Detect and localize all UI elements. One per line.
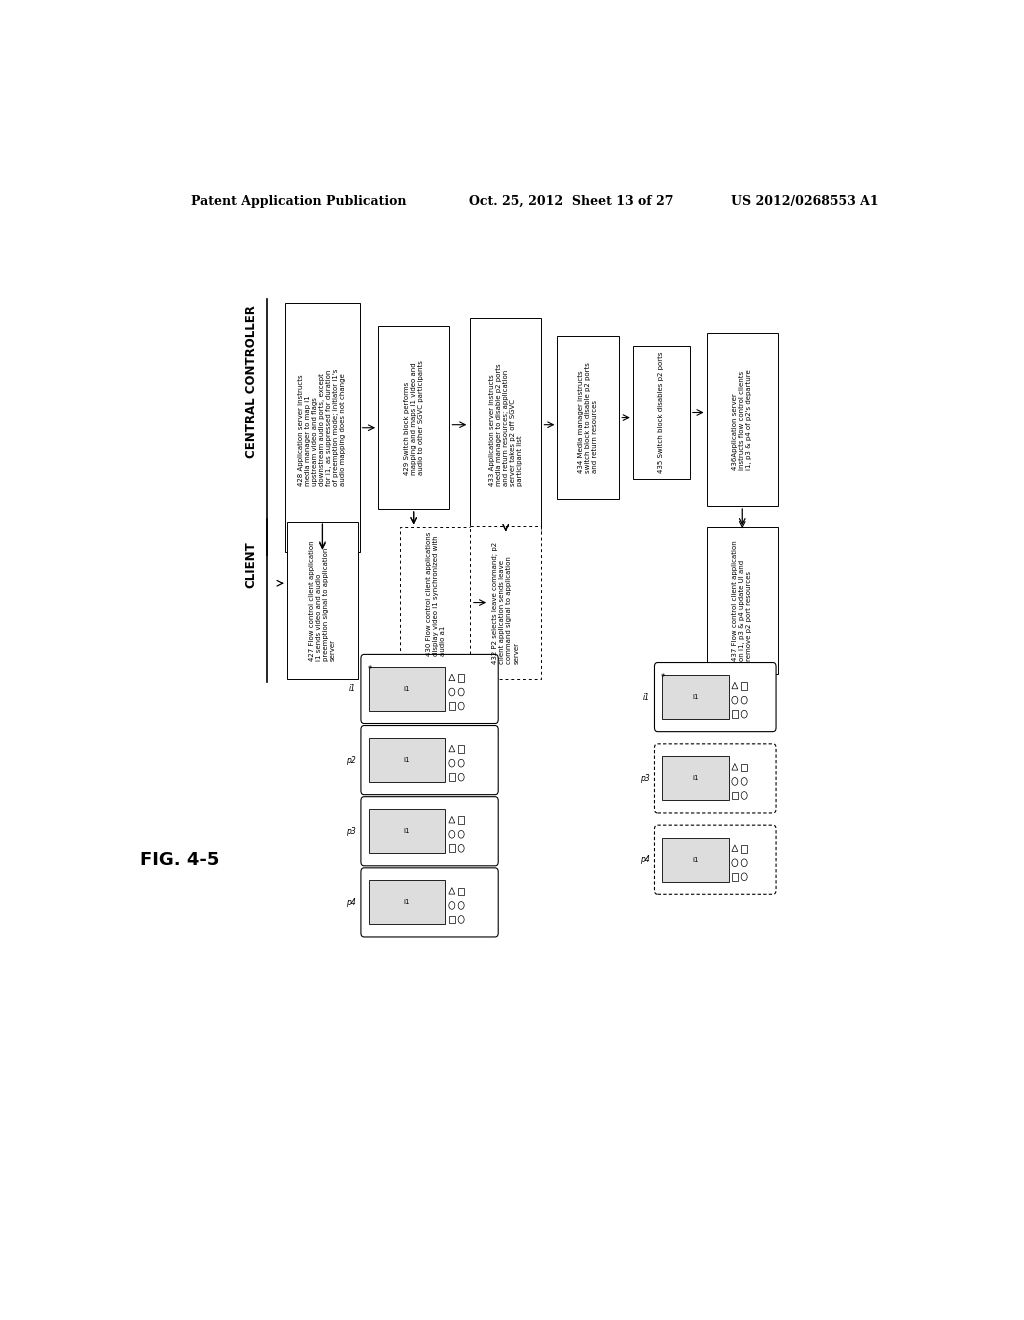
- FancyBboxPatch shape: [663, 838, 729, 882]
- Text: 429 Switch block performs
mapping and maps i1 video and
audio to other SGVC part: 429 Switch block performs mapping and ma…: [403, 360, 424, 475]
- Text: *: *: [368, 664, 372, 673]
- Bar: [449, 845, 455, 853]
- FancyBboxPatch shape: [400, 528, 472, 660]
- Text: *: *: [660, 673, 665, 681]
- FancyBboxPatch shape: [654, 744, 776, 813]
- Text: US 2012/0268553 A1: US 2012/0268553 A1: [731, 194, 879, 207]
- Text: 433 Application server instructs
media manager to disable p2 ports
and return re: 433 Application server instructs media m…: [488, 363, 523, 486]
- Bar: [449, 916, 455, 923]
- Text: FIG. 4-5: FIG. 4-5: [140, 850, 219, 869]
- FancyBboxPatch shape: [369, 667, 444, 711]
- Bar: [741, 682, 748, 690]
- Bar: [458, 817, 464, 824]
- FancyBboxPatch shape: [707, 333, 778, 506]
- Text: 437 Flow control client application
on i1, p3 & p4 update UI and
remove p2 port : 437 Flow control client application on i…: [732, 540, 753, 661]
- FancyBboxPatch shape: [707, 527, 778, 675]
- Text: 434 Media manager instructs
switch block to disable p2 ports
and return resource: 434 Media manager instructs switch block…: [579, 362, 598, 473]
- Text: 432 P2 selects leave command; p2
client application sends leave
command signal t: 432 P2 selects leave command; p2 client …: [493, 541, 519, 664]
- Text: 427 Flow control client application
i1 sends video and audio
preemption signal t: 427 Flow control client application i1 s…: [309, 540, 336, 661]
- Text: p2: p2: [346, 755, 356, 764]
- FancyBboxPatch shape: [285, 304, 360, 552]
- Bar: [732, 873, 738, 880]
- Text: i1: i1: [403, 899, 410, 906]
- FancyBboxPatch shape: [633, 346, 690, 479]
- Text: i1: i1: [692, 775, 699, 781]
- Bar: [732, 710, 738, 718]
- Text: p4: p4: [640, 855, 649, 865]
- FancyBboxPatch shape: [360, 867, 499, 937]
- FancyBboxPatch shape: [360, 797, 499, 866]
- FancyBboxPatch shape: [470, 318, 542, 532]
- Text: 428 Application server instructs
media manager to map i1
upstream video and flag: 428 Application server instructs media m…: [298, 370, 346, 487]
- Text: Oct. 25, 2012  Sheet 13 of 27: Oct. 25, 2012 Sheet 13 of 27: [469, 194, 674, 207]
- Text: CLIENT: CLIENT: [245, 541, 257, 589]
- Bar: [458, 887, 464, 895]
- Text: CENTRAL CONTROLLER: CENTRAL CONTROLLER: [245, 305, 257, 458]
- Bar: [741, 845, 748, 853]
- Text: p4: p4: [346, 898, 356, 907]
- FancyBboxPatch shape: [360, 726, 499, 795]
- Text: 436Application server
instructs flow control clients
i1, p3 & p4 of p2's departu: 436Application server instructs flow con…: [732, 370, 753, 470]
- Bar: [449, 774, 455, 781]
- FancyBboxPatch shape: [287, 521, 358, 680]
- Text: i1: i1: [692, 694, 699, 700]
- FancyBboxPatch shape: [369, 738, 444, 781]
- Bar: [458, 746, 464, 752]
- FancyBboxPatch shape: [654, 825, 776, 894]
- FancyBboxPatch shape: [360, 655, 499, 723]
- Text: Patent Application Publication: Patent Application Publication: [191, 194, 407, 207]
- FancyBboxPatch shape: [663, 756, 729, 800]
- Text: i1: i1: [403, 828, 410, 834]
- FancyBboxPatch shape: [369, 809, 444, 853]
- Text: 430 Flow control client applications
display video i1 synchronized with
audio a1: 430 Flow control client applications dis…: [426, 531, 445, 656]
- Text: i1: i1: [692, 857, 699, 863]
- Text: 435 Switch block disables p2 ports: 435 Switch block disables p2 ports: [658, 351, 665, 474]
- Text: i1: i1: [403, 758, 410, 763]
- Bar: [741, 763, 748, 771]
- Bar: [458, 675, 464, 682]
- FancyBboxPatch shape: [654, 663, 776, 731]
- FancyBboxPatch shape: [378, 326, 450, 510]
- Text: i1: i1: [349, 685, 356, 693]
- Text: p3: p3: [640, 774, 649, 783]
- FancyBboxPatch shape: [369, 880, 444, 924]
- Text: i1: i1: [643, 693, 649, 702]
- Text: i1: i1: [403, 686, 410, 692]
- Bar: [732, 792, 738, 800]
- FancyBboxPatch shape: [557, 337, 620, 499]
- FancyBboxPatch shape: [663, 675, 729, 719]
- Bar: [449, 702, 455, 710]
- FancyBboxPatch shape: [470, 527, 542, 678]
- Text: p3: p3: [346, 826, 356, 836]
